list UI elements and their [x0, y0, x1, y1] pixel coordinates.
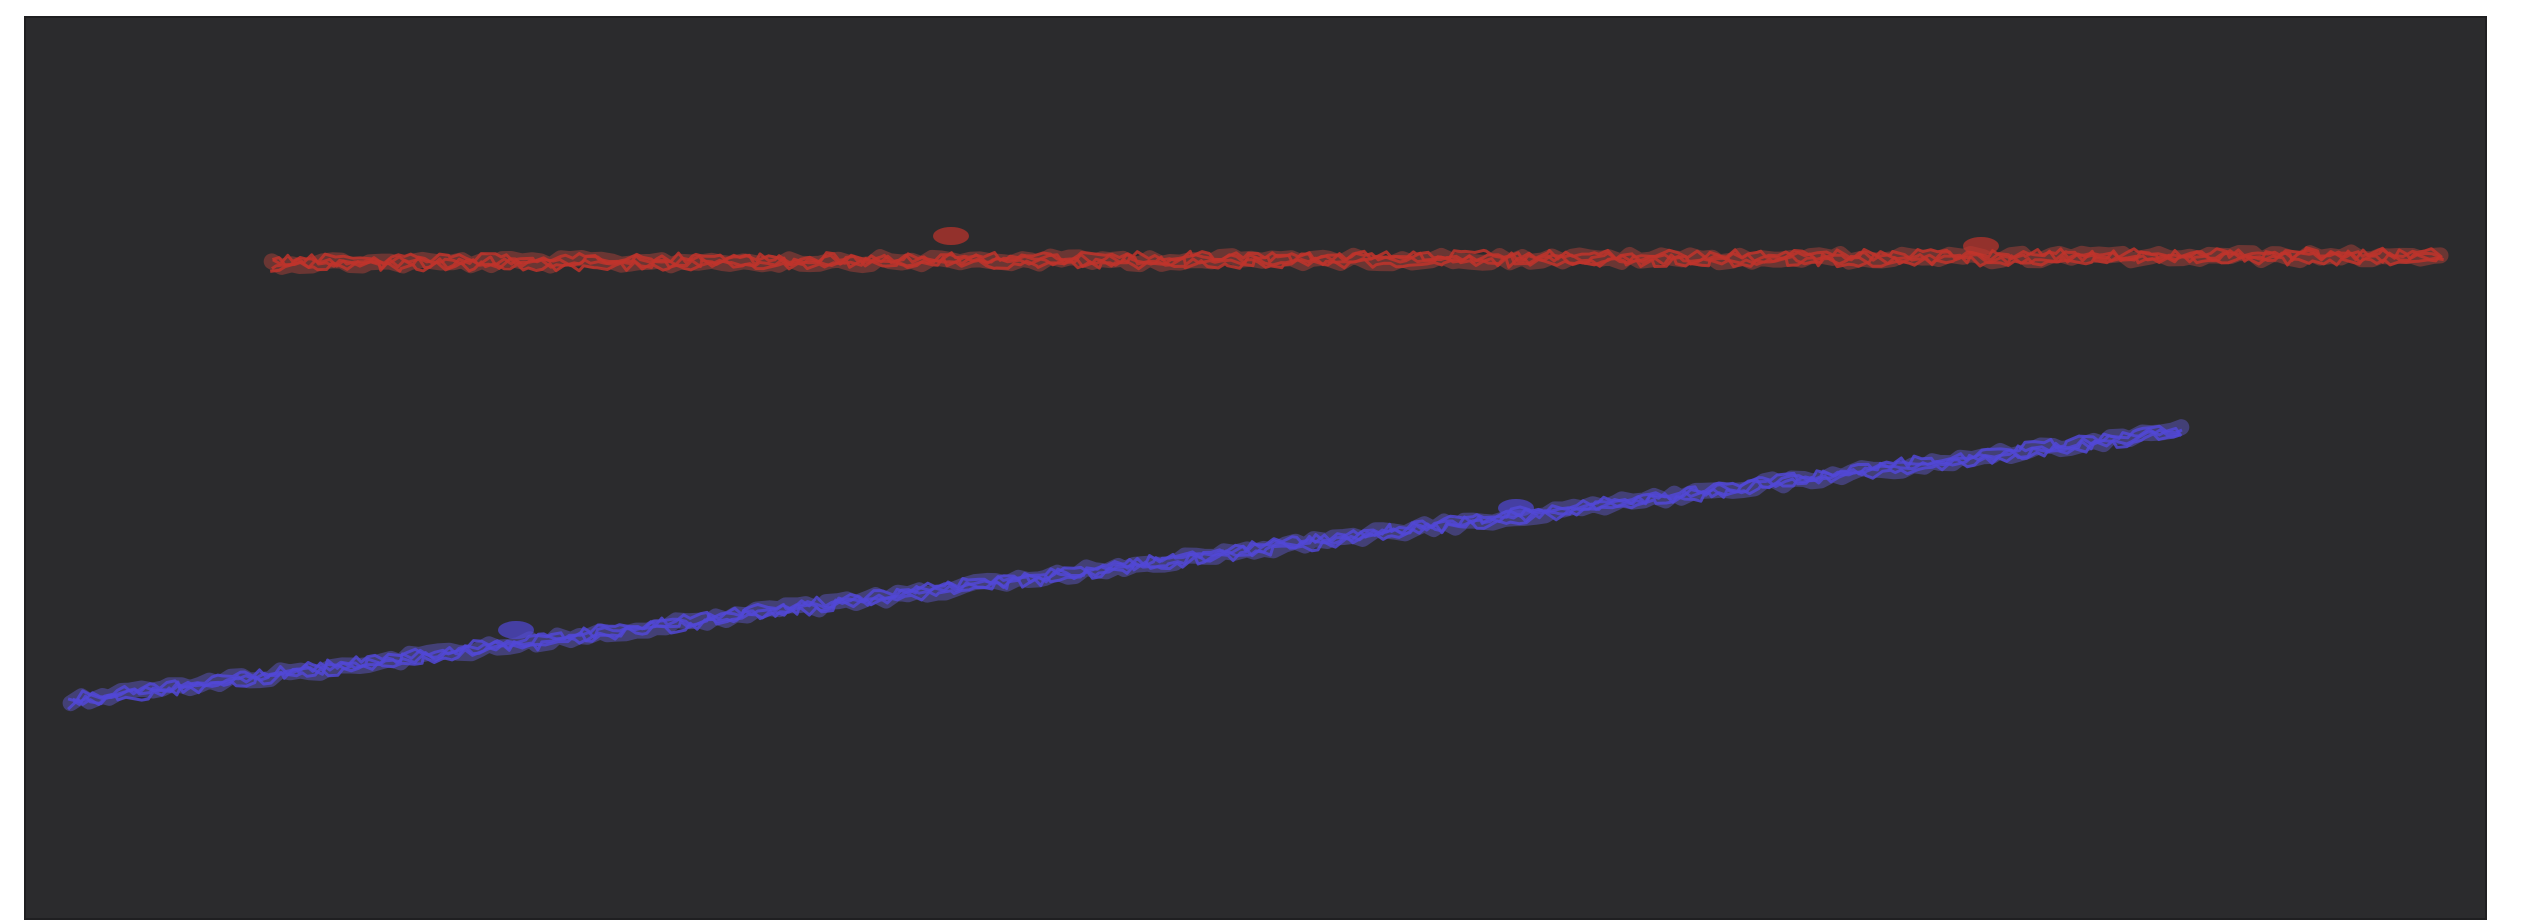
red-line [263, 227, 2449, 275]
red-line-bump [933, 227, 969, 245]
blue-line-bump [498, 621, 534, 639]
blue-line-strand [67, 432, 2180, 711]
blue-line-bump [1498, 499, 1534, 517]
red-line-strand [270, 253, 2442, 273]
scene-canvas [62, 227, 2449, 712]
red-line-bump [1963, 237, 1999, 255]
blue-line [62, 419, 2190, 712]
scene-viewport [24, 16, 2487, 920]
